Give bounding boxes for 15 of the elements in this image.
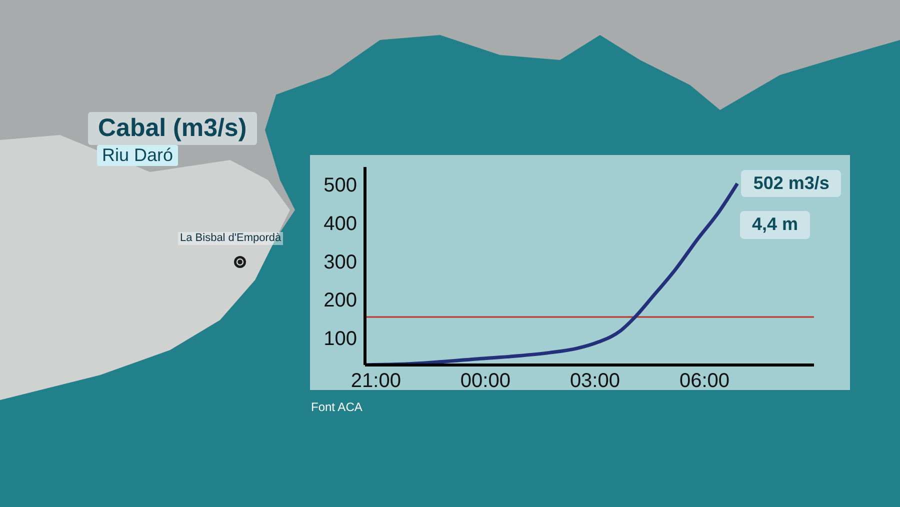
annotation: 502 m3/s	[753, 172, 830, 193]
x-tick-label: 00:00	[460, 370, 510, 392]
x-tick-label: 03:00	[570, 370, 620, 392]
chart-title: Cabal (m3/s)	[98, 114, 247, 142]
text: Riu Daró	[102, 145, 174, 165]
x-tick-label: 21:00	[350, 370, 401, 392]
x-tick-label: 06:00	[679, 370, 730, 392]
text: La Bisbal d'Empordà	[180, 232, 282, 244]
text: Font ACA	[311, 400, 362, 414]
y-tick-label: 500	[324, 174, 357, 196]
y-tick-label: 300	[324, 251, 357, 274]
y-tick-label: 200	[324, 290, 357, 312]
y-tick-label: 100	[324, 328, 357, 350]
annotation: 4,4 m	[752, 214, 798, 234]
y-tick-label: 400	[324, 212, 357, 235]
